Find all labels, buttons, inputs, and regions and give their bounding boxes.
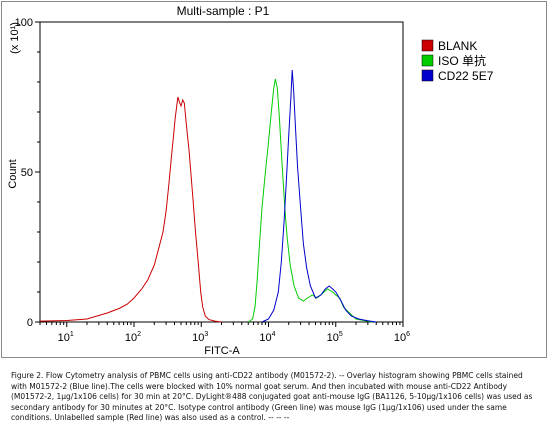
legend-label: BLANK <box>438 39 477 53</box>
chart-title: Multi-sample : P1 <box>177 4 270 18</box>
legend-label: ISO 单抗 <box>438 53 486 68</box>
plot-area <box>39 21 404 323</box>
x-tick-label: 102 <box>125 331 141 344</box>
series-line-1 <box>39 96 222 323</box>
y-axis: 0 50 100 <box>15 17 40 329</box>
y-scale-label: (x 10¹) <box>9 22 21 54</box>
figure-frame: Multi-sample : P1 (x 10¹) Count FITC-A 0… <box>1 1 547 422</box>
histogram-series <box>39 69 377 323</box>
y-tick-label: 50 <box>21 167 33 179</box>
y-axis-label: Count <box>7 159 19 188</box>
legend-swatch <box>421 54 434 67</box>
legend-label: CD22 5E7 <box>438 69 494 83</box>
x-tick-label: 105 <box>327 331 343 344</box>
x-tick-label: 101 <box>58 331 74 344</box>
x-tick-label: 104 <box>259 331 275 344</box>
legend-swatch <box>421 39 434 52</box>
x-axis-label: FITC-A <box>204 345 240 357</box>
flow-cytometry-histogram: Multi-sample : P1 (x 10¹) Count FITC-A 0… <box>7 4 494 357</box>
y-tick-label: 100 <box>15 17 33 29</box>
figure-caption: Figure 2. Flow Cytometry analysis of PBM… <box>11 371 533 423</box>
series-line-3 <box>261 69 377 323</box>
x-tick-label: 103 <box>192 331 208 344</box>
x-tick-label: 106 <box>394 331 410 344</box>
x-axis: 101 102 103 104 105 106 <box>39 322 410 344</box>
y-tick-label: 0 <box>27 317 33 329</box>
legend-swatch <box>421 69 434 82</box>
